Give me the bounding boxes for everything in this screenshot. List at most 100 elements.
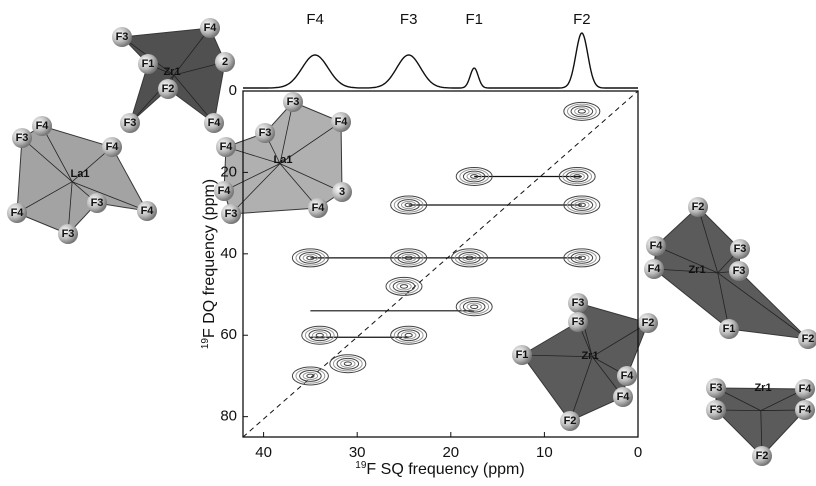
peak [564,102,600,120]
atom: F4 [617,366,637,386]
atom: F1 [512,345,532,365]
atom-label: 2 [222,56,228,68]
atom-label: F4 [11,207,25,219]
atom: F4 [308,198,328,218]
atom-label: F4 [335,116,349,128]
label: F SQ frequency (ppm) [366,461,524,478]
atom: F4 [102,137,122,157]
atom-label: F4 [312,202,326,214]
atom: F4 [644,259,664,279]
x-tick-label: 30 [349,444,366,461]
x-tick-label: 40 [255,444,272,461]
atom: 2 [215,52,235,72]
atom: F4 [7,203,27,223]
label: F DQ frequency (ppm) [201,179,218,338]
peak-contour [386,277,422,295]
atom: F4 [200,18,220,38]
contour-ring [344,362,351,366]
atom-label: F3 [259,127,272,139]
atom: F3 [568,293,588,313]
y-tick-label: 80 [220,408,237,425]
atom-label: F3 [734,243,747,255]
projection [243,33,638,88]
atom: F4 [137,201,157,221]
atom: F3 [87,193,107,213]
contour-ring [341,360,355,367]
atom-label: F1 [142,58,155,70]
sup: 19 [355,460,367,471]
atom-label: La1 [71,168,90,180]
contour-ring [405,333,412,337]
x-tick-label: 10 [536,444,553,461]
atom-label: F4 [799,383,813,395]
atom-label: F4 [208,117,222,129]
atom-label: Zr1 [163,66,180,78]
atom-label: F4 [621,370,635,382]
atom: F4 [216,137,236,157]
atom: F3 [58,224,78,244]
atom: F2 [752,446,772,466]
peak-contour [302,326,338,344]
y-tick-label: 40 [220,245,237,262]
atom-label: F2 [802,333,815,345]
peak-contour [564,102,600,120]
atom: F3 [255,123,275,143]
atom: F3 [706,378,726,398]
x-tick-label: 20 [442,444,459,461]
atom-label: F3 [225,208,238,220]
sup: 19 [200,338,211,350]
atom: F1 [138,54,158,74]
atom: F2 [638,313,658,333]
atom: F3 [706,400,726,420]
atom-label: F3 [16,132,29,144]
atom-label: F2 [564,415,577,427]
figure: F3F42F1Zr1F2F3F4F4F3F4La1F3F4F3F4F3F3F4F… [0,0,816,486]
atom: F4 [646,236,666,256]
atom: Zr1 [688,264,705,276]
peak-contour [330,355,366,373]
atom-label: F1 [723,323,736,335]
peak-label: F4 [306,11,324,28]
atom-label: 3 [339,186,345,198]
peak [292,367,328,385]
atom: F4 [331,112,351,132]
atom-label: F1 [516,349,529,361]
peak-contour [391,326,427,344]
atom: F3 [221,204,241,224]
contour-ring [303,372,317,379]
atom-label: F2 [692,201,705,213]
peak-contour [456,298,492,316]
atom: F3 [12,128,32,148]
atom: F4 [613,387,633,407]
atom-label: Zr1 [754,382,771,394]
atom: F3 [568,312,588,332]
atom: F2 [158,79,178,99]
y-axis-label: 19F DQ frequency (ppm) [200,179,219,349]
atom-label: F2 [642,317,655,329]
contour-ring [397,283,411,290]
atom-label: F3 [710,404,723,416]
atom-label: F3 [91,197,104,209]
atom-label: F4 [106,141,120,153]
atom-label: F4 [218,185,232,197]
atom: F3 [729,261,749,281]
atom: F2 [560,411,580,431]
peak [456,298,492,316]
polyhedron [716,388,805,456]
peak-label: F1 [465,11,483,28]
atom-label: La1 [274,154,293,166]
peak-label: F2 [573,11,591,28]
atom: F4 [204,113,224,133]
atom-label: F3 [733,265,746,277]
atom-label: F3 [62,228,75,240]
atom-label: F4 [799,404,813,416]
atom: La1 [71,168,90,180]
atom: F1 [719,319,739,339]
contour-ring [400,285,407,289]
atom: F3 [120,113,140,133]
peak [302,326,338,344]
atom-label: F3 [710,382,723,394]
y-tick-label: 0 [229,82,237,99]
atom-label: Zr1 [581,350,598,362]
